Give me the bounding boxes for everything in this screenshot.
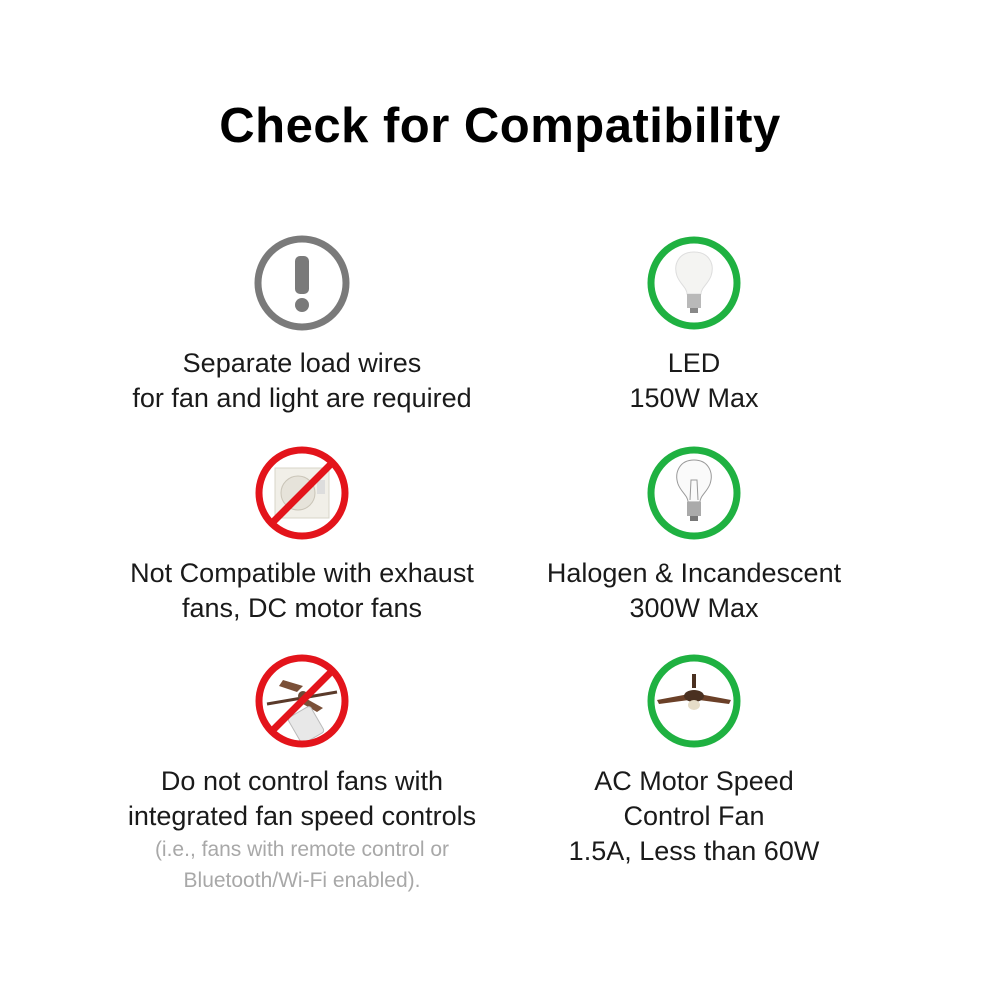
incompatible-text: Do not control fans with xyxy=(160,766,444,796)
incompatible-text: integrated fan speed controls xyxy=(127,801,477,831)
requirement-text: for fan and light are required xyxy=(132,383,472,413)
compatible-text: Halogen & Incandescent xyxy=(546,558,842,588)
compatible-ac-fan: AC Motor Speed Control Fan 1.5A, Less th… xyxy=(484,652,904,869)
compatible-text: 1.5A, Less than 60W xyxy=(568,836,820,866)
led-bulb-icon xyxy=(647,236,741,330)
incompatible-exhaust-fans: Not Compatible with exhaust fans, DC mot… xyxy=(92,444,512,626)
compatible-text: Control Fan xyxy=(623,801,765,831)
note-text: (i.e., fans with remote control or xyxy=(154,838,450,861)
no-exhaust-fan-icon xyxy=(255,446,349,540)
ceiling-fan-icon xyxy=(647,654,741,748)
no-remote-fan-icon xyxy=(255,654,349,748)
incompatible-text: Not Compatible with exhaust xyxy=(130,558,474,588)
note-text: Bluetooth/Wi-Fi enabled). xyxy=(183,869,421,892)
requirement-text: Separate load wires xyxy=(182,348,422,378)
compatible-text: 150W Max xyxy=(629,383,759,413)
incompatible-text: fans, DC motor fans xyxy=(181,593,423,623)
compatible-text: LED xyxy=(667,348,721,378)
exclamation-icon xyxy=(254,235,350,331)
compatible-halogen: Halogen & Incandescent 300W Max xyxy=(484,444,904,626)
page-title: Check for Compatibility xyxy=(219,99,781,153)
incompatible-remote-fans: Do not control fans with integrated fan … xyxy=(92,652,512,896)
compatible-text: 300W Max xyxy=(629,593,759,623)
incandescent-bulb-icon xyxy=(647,446,741,540)
requirement-separate-wires: Separate load wires for fan and light ar… xyxy=(92,234,512,416)
compatible-led: LED 150W Max xyxy=(484,234,904,416)
compatible-text: AC Motor Speed xyxy=(594,766,794,796)
